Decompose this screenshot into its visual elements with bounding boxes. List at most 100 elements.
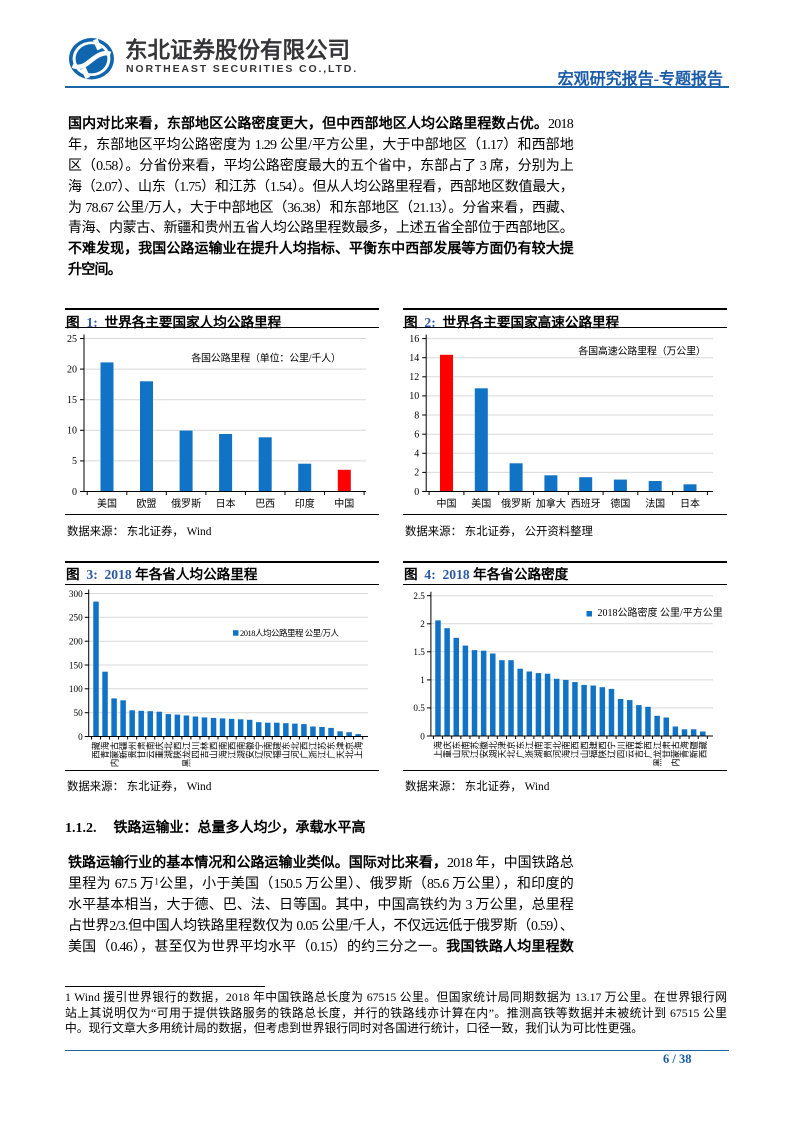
svg-text:150: 150 bbox=[69, 660, 83, 670]
svg-text:吉林: 吉林 bbox=[199, 741, 210, 759]
svg-text:内蒙古: 内蒙古 bbox=[670, 741, 681, 767]
svg-text:黑龙江: 黑龙江 bbox=[181, 741, 192, 767]
svg-text:云南: 云南 bbox=[144, 741, 155, 759]
svg-text:甘肃: 甘肃 bbox=[660, 741, 671, 759]
svg-text:山西: 山西 bbox=[209, 741, 219, 759]
svg-text:天津: 天津 bbox=[497, 741, 507, 759]
svg-text:广西: 广西 bbox=[298, 741, 309, 759]
svg-text:俄罗斯: 俄罗斯 bbox=[501, 497, 531, 510]
svg-text:云南: 云南 bbox=[624, 741, 635, 759]
svg-text:浙江: 浙江 bbox=[524, 741, 535, 759]
svg-text:1: 1 bbox=[420, 675, 425, 685]
svg-text:法国: 法国 bbox=[645, 497, 665, 510]
svg-text:河北: 河北 bbox=[289, 741, 300, 759]
svg-text:50: 50 bbox=[74, 708, 84, 718]
svg-text:四川: 四川 bbox=[191, 742, 201, 759]
svg-text:贵州: 贵州 bbox=[542, 741, 553, 758]
svg-text:河北: 河北 bbox=[551, 741, 562, 759]
svg-text:江苏: 江苏 bbox=[469, 741, 480, 759]
svg-text:美国: 美国 bbox=[471, 497, 491, 510]
svg-text:巴西: 巴西 bbox=[255, 498, 275, 510]
svg-text:加拿大: 加拿大 bbox=[536, 497, 566, 510]
svg-text:江西: 江西 bbox=[227, 741, 237, 759]
svg-text:25: 25 bbox=[67, 334, 77, 345]
svg-text:美国: 美国 bbox=[97, 497, 117, 510]
svg-text:江苏: 江苏 bbox=[316, 741, 327, 759]
svg-text:14: 14 bbox=[409, 353, 419, 364]
svg-text:15: 15 bbox=[67, 395, 77, 406]
svg-text:2: 2 bbox=[420, 619, 425, 629]
svg-text:青海: 青海 bbox=[679, 741, 690, 759]
svg-text:吉林: 吉林 bbox=[633, 741, 644, 759]
svg-text:内蒙古: 内蒙古 bbox=[108, 741, 119, 767]
svg-text:日本: 日本 bbox=[680, 497, 700, 510]
svg-text:北京: 北京 bbox=[505, 741, 516, 759]
svg-text:贵州: 贵州 bbox=[126, 742, 137, 759]
svg-text:2.5: 2.5 bbox=[413, 591, 425, 601]
svg-text:印度: 印度 bbox=[295, 497, 315, 510]
svg-text:海南: 海南 bbox=[560, 741, 571, 759]
svg-text:河南: 河南 bbox=[460, 741, 471, 759]
svg-text:俄罗斯: 俄罗斯 bbox=[171, 497, 201, 510]
svg-text:各国公路里程（单位：公里/千人）: 各国公路里程（单位：公里/千人） bbox=[191, 352, 341, 365]
svg-text:重庆: 重庆 bbox=[154, 741, 165, 759]
svg-text:北京: 北京 bbox=[343, 741, 354, 759]
svg-text:上海: 上海 bbox=[432, 741, 443, 759]
svg-text:中国: 中国 bbox=[437, 497, 457, 510]
svg-text:16: 16 bbox=[409, 334, 419, 345]
svg-text:陕西: 陕西 bbox=[597, 741, 608, 759]
svg-text:各国高速公路里程（万公里）: 各国高速公路里程（万公里） bbox=[578, 345, 705, 358]
svg-text:0: 0 bbox=[78, 732, 83, 742]
svg-text:西藏: 西藏 bbox=[90, 741, 101, 759]
svg-text:辽宁: 辽宁 bbox=[253, 742, 264, 759]
svg-text:10: 10 bbox=[409, 391, 419, 402]
svg-text:6: 6 bbox=[414, 430, 419, 441]
svg-text:山西: 山西 bbox=[579, 741, 589, 759]
svg-text:2: 2 bbox=[414, 468, 419, 479]
svg-text:青海: 青海 bbox=[99, 741, 110, 759]
svg-text:0: 0 bbox=[72, 487, 77, 498]
svg-text:湖北: 湖北 bbox=[488, 741, 498, 759]
svg-text:1.5: 1.5 bbox=[413, 647, 425, 657]
svg-text:广东: 广东 bbox=[514, 741, 525, 759]
svg-text:福建: 福建 bbox=[271, 741, 282, 759]
svg-text:陕西: 陕西 bbox=[172, 741, 183, 759]
svg-text:天津: 天津 bbox=[335, 741, 345, 759]
svg-text:10: 10 bbox=[67, 426, 77, 437]
svg-text:山东: 山东 bbox=[280, 741, 291, 759]
svg-text:河南: 河南 bbox=[262, 741, 273, 759]
svg-text:西藏: 西藏 bbox=[697, 741, 708, 759]
svg-text:100: 100 bbox=[69, 684, 83, 694]
svg-text:海南: 海南 bbox=[217, 741, 228, 759]
svg-text:广东: 广东 bbox=[325, 741, 336, 759]
svg-text:0.5: 0.5 bbox=[413, 703, 425, 713]
svg-text:福建: 福建 bbox=[587, 741, 598, 759]
svg-text:德国: 德国 bbox=[610, 497, 630, 510]
svg-text:8: 8 bbox=[414, 410, 419, 421]
svg-text:日本: 日本 bbox=[216, 497, 236, 510]
svg-text:中国: 中国 bbox=[334, 497, 354, 510]
svg-text:300: 300 bbox=[69, 589, 83, 599]
svg-text:四川: 四川 bbox=[616, 741, 626, 758]
svg-text:安徽: 安徽 bbox=[244, 741, 255, 759]
svg-text:西班牙: 西班牙 bbox=[571, 498, 601, 510]
svg-text:200: 200 bbox=[69, 637, 83, 647]
svg-text:广西: 广西 bbox=[642, 741, 653, 759]
svg-text:江西: 江西 bbox=[570, 741, 580, 759]
svg-text:湖南: 湖南 bbox=[533, 741, 544, 759]
svg-text:欧盟: 欧盟 bbox=[137, 498, 157, 510]
svg-text:湖南: 湖南 bbox=[235, 741, 246, 759]
svg-text:新疆: 新疆 bbox=[688, 741, 699, 759]
svg-text:重庆: 重庆 bbox=[441, 741, 452, 759]
svg-text:黑龙江: 黑龙江 bbox=[651, 741, 662, 767]
svg-text:4: 4 bbox=[414, 449, 419, 460]
svg-text:浙江: 浙江 bbox=[307, 741, 318, 759]
svg-text:0: 0 bbox=[414, 487, 419, 498]
svg-text:新疆: 新疆 bbox=[117, 741, 128, 759]
svg-text:2018人均公路里程 公里/万人: 2018人均公路里程 公里/万人 bbox=[240, 628, 339, 638]
svg-text:5: 5 bbox=[72, 456, 77, 467]
svg-text:20: 20 bbox=[67, 364, 77, 375]
svg-text:辽宁: 辽宁 bbox=[606, 741, 617, 758]
svg-text:0: 0 bbox=[420, 731, 425, 741]
svg-text:2018公路密度 公里/平方公里: 2018公路密度 公里/平方公里 bbox=[598, 606, 723, 619]
